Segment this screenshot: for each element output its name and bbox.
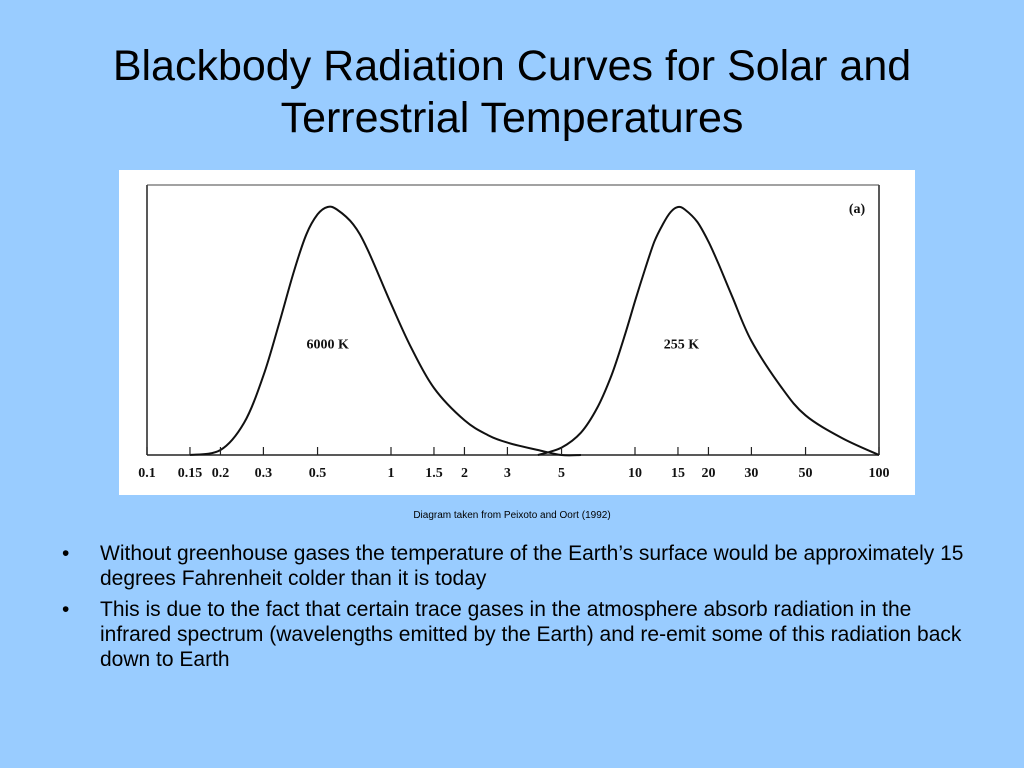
bullet-icon: •	[62, 598, 70, 621]
x-tick-label: 0.1	[138, 466, 156, 481]
x-tick-label: 3	[504, 466, 511, 481]
x-tick-label: 1.5	[425, 466, 443, 481]
bullet-text: This is due to the fact that certain tra…	[100, 598, 962, 671]
x-tick-label: 5	[558, 466, 565, 481]
x-tick-label: 0.3	[255, 466, 273, 481]
bullet-list: • Without greenhouse gases the temperatu…	[62, 541, 982, 678]
x-tick-label: 50	[799, 466, 813, 481]
x-tick-label: 15	[671, 466, 685, 481]
bullet-icon: •	[62, 542, 70, 565]
x-tick-label: 20	[701, 466, 715, 481]
slide-title: Blackbody Radiation Curves for Solar and…	[0, 40, 1024, 144]
series-label: 6000 K	[306, 337, 349, 352]
x-tick-label: 100	[869, 466, 890, 481]
chart-frame	[146, 184, 880, 456]
x-tick-label: 0.2	[212, 466, 230, 481]
title-line-2: Terrestrial Temperatures	[280, 94, 744, 142]
bullet-text: Without greenhouse gases the temperature…	[100, 542, 964, 590]
panel-label: (a)	[849, 202, 866, 217]
blackbody-chart: 6000 K 255 K (a) 0.1 0.15 0.2 0.3 0.5 1 1.5 2 3 5 10…	[119, 170, 915, 495]
x-tick-label: 0.5	[309, 466, 327, 481]
x-tick-label: 1	[388, 466, 395, 481]
chart-curves	[189, 205, 880, 457]
title-line-1: Blackbody Radiation Curves for Solar and	[112, 42, 912, 90]
chart-x-ticks: 0.1 0.15 0.2 0.3 0.5 1 1.5 2 3 5 10 15 20 30 50 100	[138, 447, 890, 481]
series-label: 255 K	[664, 337, 700, 352]
x-tick-label: 30	[744, 466, 758, 481]
bullet-item: • This is due to the fact that certain t…	[62, 597, 982, 672]
figure-caption: Diagram taken from Peixoto and Oort (199…	[413, 510, 611, 521]
x-tick-label: 2	[461, 466, 468, 481]
x-tick-label: 0.15	[178, 466, 203, 481]
chart-labels: 6000 K 255 K (a)	[306, 202, 865, 352]
chart-svg: 6000 K 255 K (a) 0.1 0.15 0.2 0.3 0.5 1 1.5 2 3 5 10…	[138, 184, 890, 481]
series-line-solar	[189, 205, 581, 457]
x-tick-label: 10	[628, 466, 642, 481]
series-line-terrestrial	[537, 205, 880, 456]
bullet-item: • Without greenhouse gases the temperatu…	[62, 541, 982, 591]
